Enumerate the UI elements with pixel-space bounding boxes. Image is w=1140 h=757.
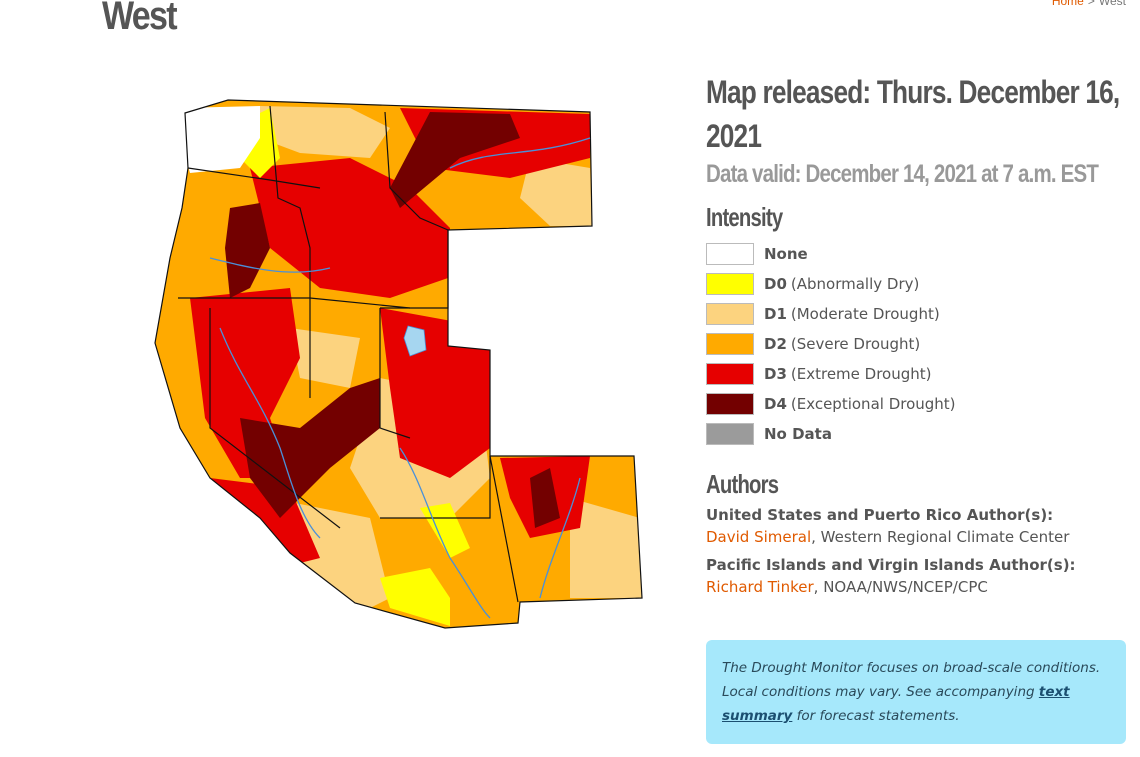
- pi-author: Richard Tinker, NOAA/NWS/NCEP/CPC: [706, 578, 988, 596]
- us-author-link[interactable]: David Simeral: [706, 528, 812, 546]
- data-valid-date: Data valid: December 14, 2021 at 7 a.m. …: [706, 160, 1099, 188]
- drought-monitor-note: The Drought Monitor focuses on broad-sca…: [706, 640, 1126, 744]
- state-boundaries: [154, 99, 643, 629]
- legend-swatch-d3: [706, 363, 754, 385]
- text-summary-link[interactable]: text summary: [722, 684, 1070, 724]
- drought-map-image: [154, 99, 643, 629]
- legend-swatch-d0: [706, 273, 754, 295]
- legend-item-none: None: [706, 239, 1126, 269]
- authors-heading: Authors: [706, 469, 779, 499]
- legend-swatch-no-data: [706, 423, 754, 445]
- legend-item-d0: D0 (Abnormally Dry): [706, 269, 1126, 299]
- drought-areas: [155, 100, 642, 628]
- legend-item-d1: D1 (Moderate Drought): [706, 299, 1126, 329]
- map-info-panel: Map released: Thurs. December 16, 2021 D…: [706, 70, 1126, 606]
- us-author: David Simeral, Western Regional Climate …: [706, 528, 1070, 546]
- breadcrumb: Home > West: [1052, 0, 1126, 8]
- breadcrumb-current: West: [1098, 0, 1126, 8]
- legend-item-d2: D2 (Severe Drought): [706, 329, 1126, 359]
- breadcrumb-separator: >: [1087, 0, 1095, 8]
- pi-authors-label: Pacific Islands and Virgin Islands Autho…: [706, 556, 1076, 574]
- rivers: [209, 137, 591, 619]
- page-title: West: [102, 0, 178, 38]
- legend-item-d3: D3 (Extreme Drought): [706, 359, 1126, 389]
- legend-swatch-d4: [706, 393, 754, 415]
- legend-swatch-none: [706, 243, 754, 265]
- drought-map: [150, 98, 650, 633]
- pi-author-link[interactable]: Richard Tinker: [706, 578, 814, 596]
- breadcrumb-home-link[interactable]: Home: [1051, 0, 1084, 8]
- legend-item-no-data: No Data: [706, 419, 1126, 449]
- legend-swatch-d1: [706, 303, 754, 325]
- legend-swatch-d2: [706, 333, 754, 355]
- intensity-heading: Intensity: [706, 202, 783, 232]
- intensity-legend: None D0 (Abnormally Dry) D1 (Moderate Drou…: [706, 239, 1126, 449]
- great-salt-lake: [403, 325, 427, 357]
- map-released-date: Map released: Thurs. December 16, 2021: [706, 74, 1120, 154]
- legend-item-d4: D4 (Exceptional Drought): [706, 389, 1126, 419]
- us-authors-label: United States and Puerto Rico Author(s):: [706, 506, 1054, 524]
